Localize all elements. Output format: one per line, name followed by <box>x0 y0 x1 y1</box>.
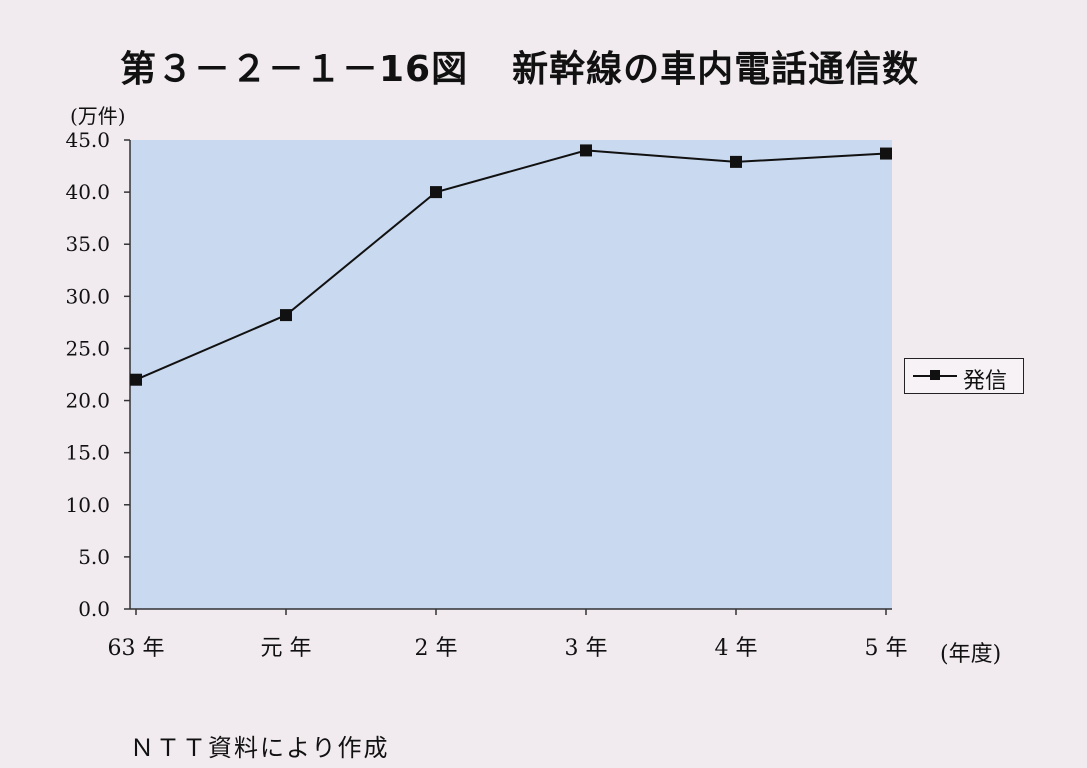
y-tick-label: 40.0 <box>65 180 110 204</box>
data-point-marker <box>880 147 892 160</box>
legend: 発信 <box>904 358 1024 394</box>
y-tick-label: 15.0 <box>65 441 110 465</box>
y-axis: 0.0 5.0 10.0 15.0 20.0 25.0 30.0 35.0 40.0 45.0 <box>65 128 130 621</box>
x-axis: 63 年 元 年 2 年 3 年 4 年 5 年 <box>108 609 908 661</box>
source-note: ＮＴＴ資料により作成 <box>130 734 390 762</box>
x-tick-label: 63 年 <box>108 636 165 661</box>
data-point-marker <box>730 155 742 168</box>
data-point-marker <box>430 186 442 199</box>
y-tick-label: 25.0 <box>65 336 110 360</box>
figure-number: 第３－２－１－16図 <box>120 49 469 90</box>
x-tick-label: 4 年 <box>715 636 758 661</box>
y-tick-label: 5.0 <box>78 545 110 569</box>
x-tick-label: 2 年 <box>415 636 458 661</box>
y-tick-label: 0.0 <box>78 597 110 621</box>
y-tick-label: 10.0 <box>65 493 110 517</box>
legend-label: 発信 <box>963 369 1008 394</box>
data-point-marker <box>280 309 292 322</box>
series-line-hasshin <box>135 149 887 381</box>
data-point-marker <box>580 144 592 157</box>
y-tick-label: 30.0 <box>65 284 110 308</box>
legend-marker <box>930 370 940 380</box>
x-tick-label: 5 年 <box>865 636 908 661</box>
y-tick-label: 20.0 <box>65 389 110 413</box>
x-axis-unit-label: (年度) <box>940 642 1002 667</box>
legend-line-swatch <box>913 370 957 380</box>
y-tick-label: 45.0 <box>65 128 110 152</box>
x-tick-label: 3 年 <box>565 636 608 661</box>
figure-title: 新幹線の車内電話通信数 <box>512 49 920 90</box>
page-title: 第３－２－１－16図 新幹線の車内電話通信数 <box>120 40 919 92</box>
y-tick-label: 35.0 <box>65 232 110 256</box>
series-markers <box>130 144 892 386</box>
x-tick-label: 元 年 <box>261 636 312 661</box>
data-point-marker <box>130 373 142 386</box>
plot-area <box>130 140 892 609</box>
y-axis-unit-label: (万件) <box>70 104 126 128</box>
